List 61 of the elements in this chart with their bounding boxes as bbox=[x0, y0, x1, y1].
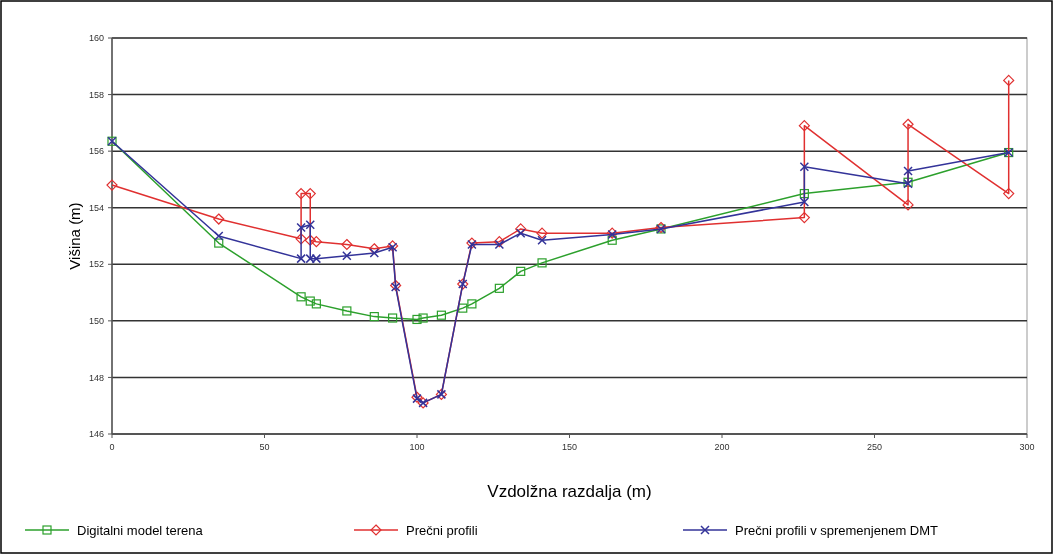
point bbox=[902, 199, 914, 211]
point bbox=[304, 234, 316, 246]
point bbox=[388, 313, 398, 323]
point bbox=[342, 251, 352, 261]
x-tick-label: 250 bbox=[866, 442, 883, 452]
point bbox=[798, 120, 810, 132]
point bbox=[515, 223, 527, 235]
point bbox=[214, 231, 224, 241]
y-tick-label: 148 bbox=[88, 372, 104, 383]
point bbox=[799, 188, 809, 199]
point bbox=[607, 235, 617, 245]
point bbox=[467, 299, 477, 309]
y-tick-label: 158 bbox=[88, 89, 104, 100]
point bbox=[310, 236, 322, 248]
x-tick-label: 100 bbox=[409, 442, 425, 452]
legend-label: Prečni profili v spremenjenem DMT bbox=[735, 522, 939, 538]
point bbox=[902, 118, 914, 130]
y-tick-label: 146 bbox=[88, 429, 104, 440]
point bbox=[311, 299, 321, 309]
point bbox=[214, 238, 224, 248]
point bbox=[369, 248, 380, 258]
point bbox=[798, 212, 810, 224]
x-tick-label: 0 bbox=[109, 442, 115, 452]
point bbox=[342, 306, 352, 316]
point bbox=[436, 310, 446, 320]
point bbox=[1003, 74, 1015, 87]
point bbox=[458, 303, 468, 313]
point bbox=[903, 166, 913, 176]
point bbox=[296, 292, 306, 302]
point bbox=[515, 228, 526, 238]
y-tick-label: 154 bbox=[88, 202, 104, 213]
y-tick-label: 160 bbox=[88, 33, 104, 44]
point bbox=[799, 161, 810, 172]
point bbox=[305, 296, 315, 306]
x-tick-label: 50 bbox=[259, 442, 270, 452]
point bbox=[536, 227, 548, 239]
point bbox=[295, 187, 307, 200]
legend-label: Prečni profili bbox=[406, 522, 478, 538]
point bbox=[304, 187, 316, 200]
y-tick-label: 156 bbox=[88, 146, 104, 157]
y-tick-label: 152 bbox=[88, 259, 104, 270]
x-axis-title: Vzdolžna razdalja (m) bbox=[487, 482, 652, 501]
point bbox=[341, 238, 353, 251]
point bbox=[412, 314, 422, 325]
point bbox=[418, 313, 428, 323]
point bbox=[369, 312, 379, 322]
legend-label: Digitalni model terena bbox=[77, 522, 204, 538]
y-axis-title: Višina (m) bbox=[66, 202, 83, 270]
point bbox=[295, 233, 307, 245]
point bbox=[1003, 187, 1015, 200]
point bbox=[799, 197, 810, 207]
y-tick-label: 150 bbox=[88, 316, 104, 327]
point bbox=[494, 283, 504, 293]
point bbox=[537, 235, 547, 245]
x-tick-label: 150 bbox=[561, 442, 578, 452]
point bbox=[213, 213, 225, 225]
x-tick-label: 300 bbox=[1019, 442, 1035, 452]
x-tick-label: 200 bbox=[714, 442, 730, 452]
point bbox=[537, 258, 547, 268]
point bbox=[516, 266, 526, 276]
point bbox=[106, 179, 118, 191]
